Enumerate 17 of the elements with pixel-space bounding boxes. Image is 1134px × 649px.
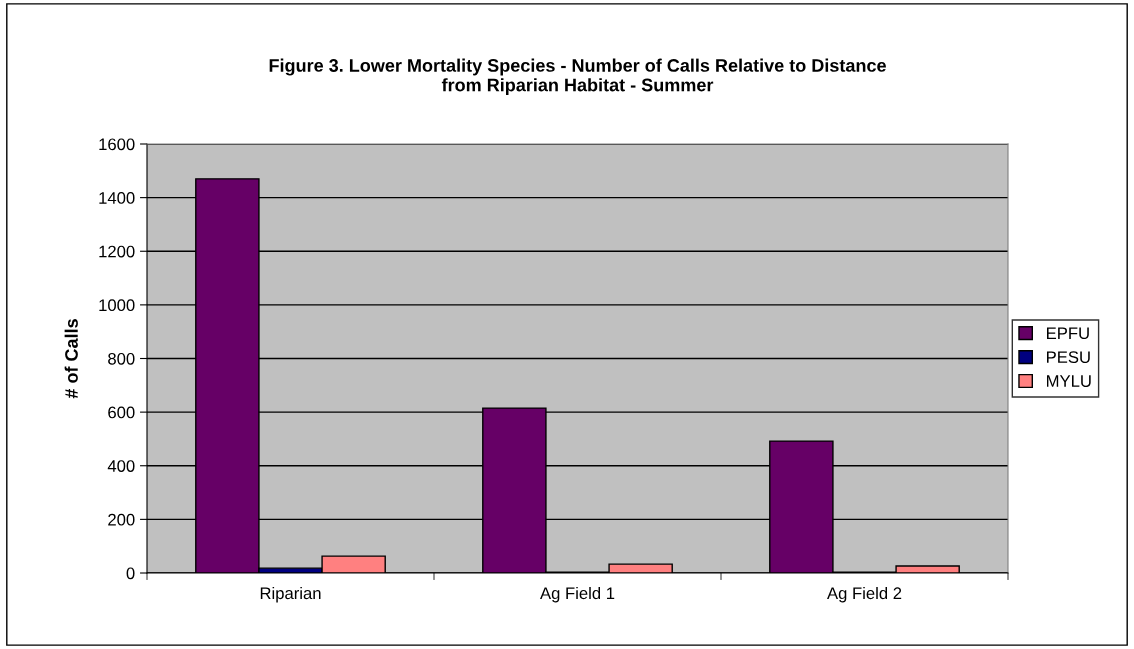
chart-title: Figure 3. Lower Mortality Species - Number of Calls Relative to Distance from Riparian Habitat - Summer	[269, 58, 886, 95]
x-tick-label: Ag Field 2	[827, 586, 902, 603]
y-tick-label: 200	[108, 513, 135, 526]
legend-label: PESU	[1047, 351, 1090, 364]
y-tick-label: 800	[108, 352, 135, 365]
y-tick-label: 1000	[99, 299, 135, 312]
y-tick-label: 1600	[99, 138, 135, 151]
y-tick-label: 1400	[99, 192, 135, 204]
y-tick-label: 1200	[99, 245, 135, 258]
x-tick-label: Riparian	[260, 586, 321, 603]
x-tick-label: Ag Field 1	[540, 586, 615, 603]
y-tick-label: 0	[126, 567, 135, 580]
legend-label: MYLU	[1047, 375, 1091, 387]
y-tick-label: 600	[108, 406, 135, 419]
y-tick-label: 400	[107, 460, 135, 472]
y-axis-title: # of Calls	[64, 319, 78, 399]
legend-label: EPFU	[1047, 327, 1089, 340]
